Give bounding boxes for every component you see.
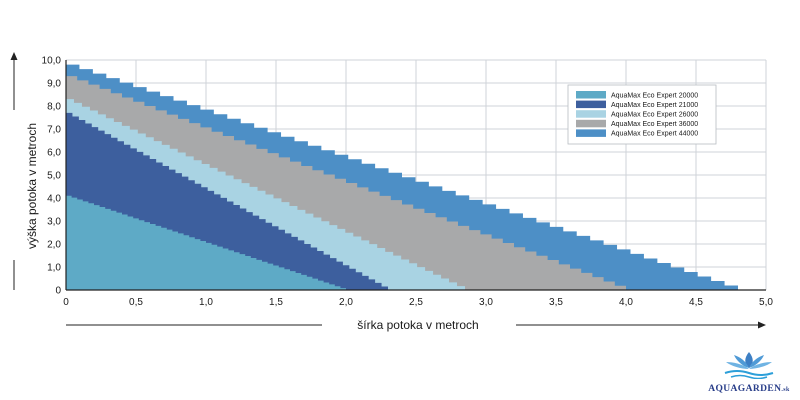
y-tick-label: 8,0: [47, 102, 61, 113]
x-tick-label: 1,5: [269, 297, 283, 308]
x-tick-label: 3,5: [549, 297, 563, 308]
series-area-aquamax-eco-expert-20000: [66, 195, 346, 290]
x-tick-label: 4,5: [689, 297, 703, 308]
lotus-icon: [724, 352, 774, 380]
y-tick-label: 10,0: [42, 56, 62, 67]
y-tick-label: 7,0: [47, 125, 61, 136]
x-axis-title: šírka potoka v metroch: [357, 318, 478, 332]
x-tick-label: 0,5: [129, 297, 143, 308]
x-axis-arrow: [66, 321, 766, 329]
y-axis-arrow: [10, 52, 18, 290]
legend-swatch: [576, 119, 606, 128]
legend-label: AquaMax Eco Expert 21000: [611, 102, 698, 109]
legend-label: AquaMax Eco Expert 44000: [611, 131, 698, 138]
aquagarden-logo[interactable]: AQUAGARDEN.sk: [700, 349, 798, 394]
x-tick-label: 0: [63, 297, 69, 308]
y-tick-label: 3,0: [47, 217, 61, 228]
x-tick-label: 5,0: [759, 297, 773, 308]
y-axis-title: výška potoka v metroch: [25, 123, 39, 249]
legend: AquaMax Eco Expert 20000 AquaMax Eco Expe…: [567, 84, 717, 145]
y-tick-label: 0: [55, 286, 61, 297]
legend-swatch: [576, 100, 606, 109]
legend-swatch: [576, 110, 606, 118]
x-tick-label: 3,0: [479, 297, 493, 308]
axes: [65, 60, 766, 291]
y-tick-label: 1,0: [47, 263, 61, 274]
legend-label: AquaMax Eco Expert 36000: [611, 121, 698, 128]
x-tick-label: 4,0: [619, 297, 633, 308]
x-tick-labels: 0 0,5 1,0 1,5 2,0 2,5 3,0 3,5 4,0 4,5 5,0: [63, 297, 773, 308]
legend-swatch: [576, 91, 606, 99]
y-tick-label: 4,0: [47, 194, 61, 205]
legend-label: AquaMax Eco Expert 26000: [611, 112, 698, 119]
logo-text: AQUAGARDEN.sk: [708, 384, 790, 394]
y-tick-label: 9,0: [47, 79, 61, 90]
y-tick-label: 5,0: [47, 171, 61, 182]
y-tick-labels: 0 1,0 2,0 3,0 4,0 5,0 6,0 7,0 8,0 9,0 10,0: [42, 56, 62, 297]
y-tick-label: 2,0: [47, 240, 61, 251]
x-tick-label: 2,5: [409, 297, 423, 308]
x-tick-label: 2,0: [339, 297, 353, 308]
series-areas: [66, 64, 738, 291]
legend-swatch: [576, 129, 606, 137]
legend-label: AquaMax Eco Expert 20000: [611, 92, 698, 99]
x-tick-label: 1,0: [199, 297, 213, 308]
y-tick-label: 6,0: [47, 148, 61, 159]
